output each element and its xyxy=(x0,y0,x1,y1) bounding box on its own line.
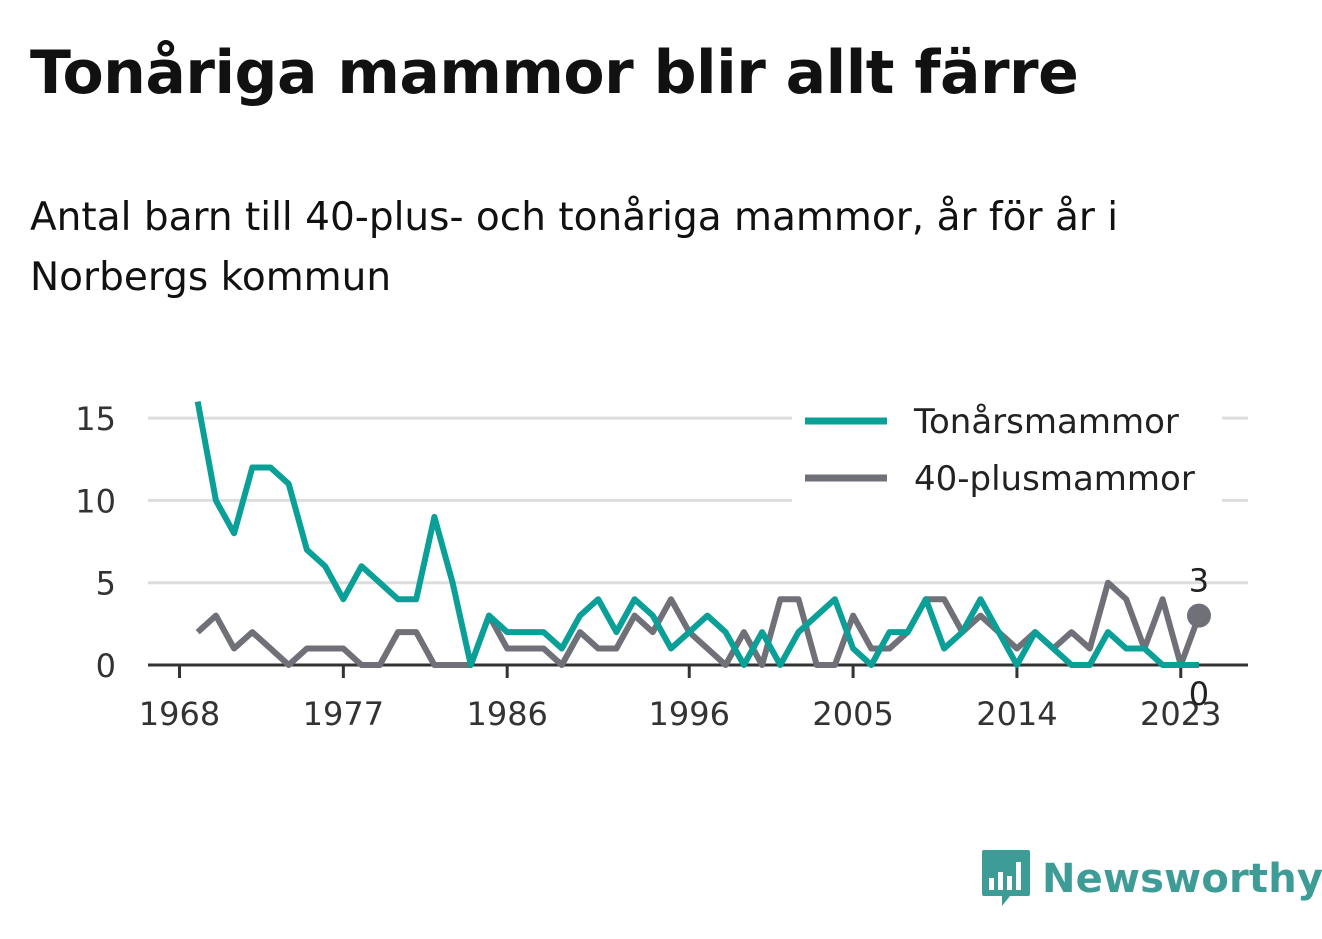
chart-subtitle: Antal barn till 40-plus- och tonåriga ma… xyxy=(30,195,1119,300)
legend-label-plus40: 40-plusmammor xyxy=(914,459,1195,499)
x-tick-label-2014: 2014 xyxy=(976,695,1057,733)
x-tick-label-1986: 1986 xyxy=(466,695,547,733)
y-tick-label-0: 0 xyxy=(96,647,116,685)
y-axis-ticks: 0 5 10 15 xyxy=(75,400,116,685)
x-axis-ticks: 1968 1977 1986 1996 2005 2014 2023 xyxy=(139,665,1221,733)
legend-label-teen: Tonårsmammor xyxy=(913,402,1179,442)
bar-chart-icon xyxy=(982,850,1030,906)
logo-text: Newsworthy xyxy=(1042,856,1322,902)
series-lines xyxy=(194,401,1202,668)
y-tick-label-10: 10 xyxy=(75,482,116,520)
x-tick-label-2005: 2005 xyxy=(812,695,893,733)
end-labels: 3 0 xyxy=(1186,562,1211,713)
x-tick-label-2023: 2023 xyxy=(1140,695,1221,733)
x-tick-label-1996: 1996 xyxy=(649,695,730,733)
plus40-end-label: 3 xyxy=(1189,562,1209,600)
x-tick-label-1968: 1968 xyxy=(139,695,220,733)
y-tick-label-15: 15 xyxy=(75,400,116,438)
x-tick-label-1977: 1977 xyxy=(303,695,384,733)
legend-background xyxy=(792,392,1222,504)
legend: Tonårsmammor 40-plusmammor xyxy=(792,392,1222,504)
teen-end-label: 0 xyxy=(1189,675,1209,713)
newsworthy-logo: Newsworthy xyxy=(980,848,1322,910)
chart-title: Tonåriga mammor blir allt färre xyxy=(30,38,1079,108)
plus40-end-dot xyxy=(1186,603,1211,628)
teen-mothers-line xyxy=(194,401,1199,668)
y-tick-label-5: 5 xyxy=(96,565,116,603)
